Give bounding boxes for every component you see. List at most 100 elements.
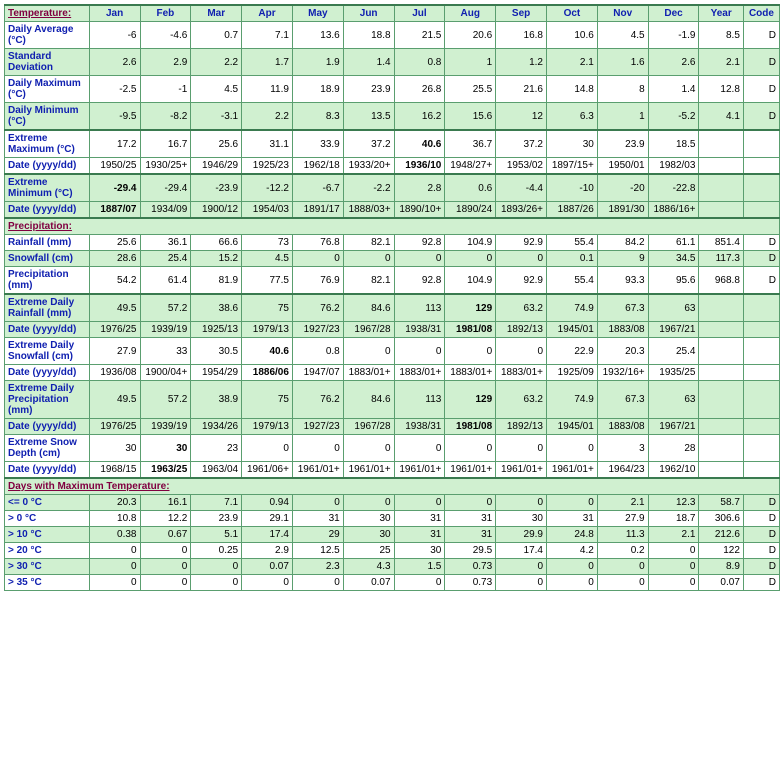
cell-snow-5: 0	[343, 251, 394, 267]
cell-edp-6: 113	[394, 381, 445, 419]
cell-emaxd-8: 1953/02	[496, 158, 547, 175]
cell-d1-0: 10.8	[89, 511, 140, 527]
cell-emaxd-12	[699, 158, 743, 175]
cell-emaxd-5: 1933/20+	[343, 158, 394, 175]
cell-eds-7: 0	[445, 338, 496, 365]
cell-edp-11: 63	[648, 381, 699, 419]
cell-edr-10: 67.3	[597, 294, 648, 322]
cell-eds-8: 0	[496, 338, 547, 365]
cell-edrd-3: 1979/13	[242, 322, 293, 338]
cell-d35-13: D	[743, 575, 779, 591]
cell-sd-11: 2.6	[648, 49, 699, 76]
cell-d20-9: 4.2	[547, 543, 598, 559]
cell-edp-8: 63.2	[496, 381, 547, 419]
cell-emin-7: 0.6	[445, 174, 496, 202]
cell-eds-6: 0	[394, 338, 445, 365]
cell-edsd-7: 1883/01+	[445, 365, 496, 381]
cell-d30-13: D	[743, 559, 779, 575]
cell-edr-3: 75	[242, 294, 293, 322]
cell-precip-5: 82.1	[343, 267, 394, 295]
cell-d35-9: 0	[547, 575, 598, 591]
cell-d35-4: 0	[292, 575, 343, 591]
cell-d30-6: 1.5	[394, 559, 445, 575]
cell-emax-11: 18.5	[648, 130, 699, 158]
cell-emin-8: -4.4	[496, 174, 547, 202]
cell-eds-4: 0.8	[292, 338, 343, 365]
cell-emax-9: 30	[547, 130, 598, 158]
cell-d35-10: 0	[597, 575, 648, 591]
cell-edpd-3: 1979/13	[242, 419, 293, 435]
cell-edr-2: 38.6	[191, 294, 242, 322]
cell-edpd-7: 1981/08	[445, 419, 496, 435]
cell-dmin-2: -3.1	[191, 103, 242, 131]
cell-edpd-8: 1892/13	[496, 419, 547, 435]
rowlabel-davg: Daily Average (°C)	[5, 22, 90, 49]
cell-sd-10: 1.6	[597, 49, 648, 76]
cell-edpd-12	[699, 419, 743, 435]
cell-dmin-7: 15.6	[445, 103, 496, 131]
col-aug: Aug	[445, 5, 496, 22]
cell-d0-7: 0	[445, 495, 496, 511]
cell-edp-13	[743, 381, 779, 419]
section-precip: Precipitation:	[5, 218, 780, 235]
cell-emin-2: -23.9	[191, 174, 242, 202]
cell-precip-6: 92.8	[394, 267, 445, 295]
cell-edp-2: 38.9	[191, 381, 242, 419]
cell-d10-13: D	[743, 527, 779, 543]
cell-d35-0: 0	[89, 575, 140, 591]
cell-dmax-10: 8	[597, 76, 648, 103]
cell-sd-3: 1.7	[242, 49, 293, 76]
cell-d20-10: 0.2	[597, 543, 648, 559]
cell-edp-3: 75	[242, 381, 293, 419]
cell-d10-4: 29	[292, 527, 343, 543]
cell-dmax-5: 23.9	[343, 76, 394, 103]
col-apr: Apr	[242, 5, 293, 22]
cell-d35-3: 0	[242, 575, 293, 591]
cell-edsd-6: 1883/01+	[394, 365, 445, 381]
cell-d1-12: 306.6	[699, 511, 743, 527]
rowlabel-d35: > 35 °C	[5, 575, 90, 591]
cell-esd-12	[699, 435, 743, 462]
cell-d0-0: 20.3	[89, 495, 140, 511]
cell-eds-12	[699, 338, 743, 365]
cell-dmax-4: 18.9	[292, 76, 343, 103]
climate-table: Temperature:JanFebMarAprMayJunJulAugSepO…	[4, 4, 780, 591]
cell-d30-3: 0.07	[242, 559, 293, 575]
cell-edpd-2: 1934/26	[191, 419, 242, 435]
cell-edr-12	[699, 294, 743, 322]
rowlabel-edpd: Date (yyyy/dd)	[5, 419, 90, 435]
rowlabel-edr: Extreme Daily Rainfall (mm)	[5, 294, 90, 322]
cell-emaxd-13	[743, 158, 779, 175]
cell-d10-11: 2.1	[648, 527, 699, 543]
cell-edp-12	[699, 381, 743, 419]
cell-d20-13: D	[743, 543, 779, 559]
cell-d10-7: 31	[445, 527, 496, 543]
cell-d20-4: 12.5	[292, 543, 343, 559]
cell-dmin-4: 8.3	[292, 103, 343, 131]
cell-d10-12: 212.6	[699, 527, 743, 543]
col-code: Code	[743, 5, 779, 22]
cell-emaxd-3: 1925/23	[242, 158, 293, 175]
cell-esd-10: 3	[597, 435, 648, 462]
cell-edrd-10: 1883/08	[597, 322, 648, 338]
cell-sd-9: 2.1	[547, 49, 598, 76]
cell-d0-4: 0	[292, 495, 343, 511]
cell-sd-1: 2.9	[140, 49, 191, 76]
cell-dmin-12: 4.1	[699, 103, 743, 131]
cell-d30-10: 0	[597, 559, 648, 575]
col-feb: Feb	[140, 5, 191, 22]
cell-edr-0: 49.5	[89, 294, 140, 322]
rowlabel-d30: > 30 °C	[5, 559, 90, 575]
cell-edr-1: 57.2	[140, 294, 191, 322]
cell-edpd-10: 1883/08	[597, 419, 648, 435]
cell-edp-7: 129	[445, 381, 496, 419]
cell-edr-8: 63.2	[496, 294, 547, 322]
cell-emind-6: 1890/10+	[394, 202, 445, 219]
cell-d20-7: 29.5	[445, 543, 496, 559]
cell-emax-13	[743, 130, 779, 158]
cell-davg-6: 21.5	[394, 22, 445, 49]
rowlabel-eds: Extreme Daily Snowfall (cm)	[5, 338, 90, 365]
cell-d35-1: 0	[140, 575, 191, 591]
cell-emind-1: 1934/09	[140, 202, 191, 219]
cell-d1-9: 31	[547, 511, 598, 527]
